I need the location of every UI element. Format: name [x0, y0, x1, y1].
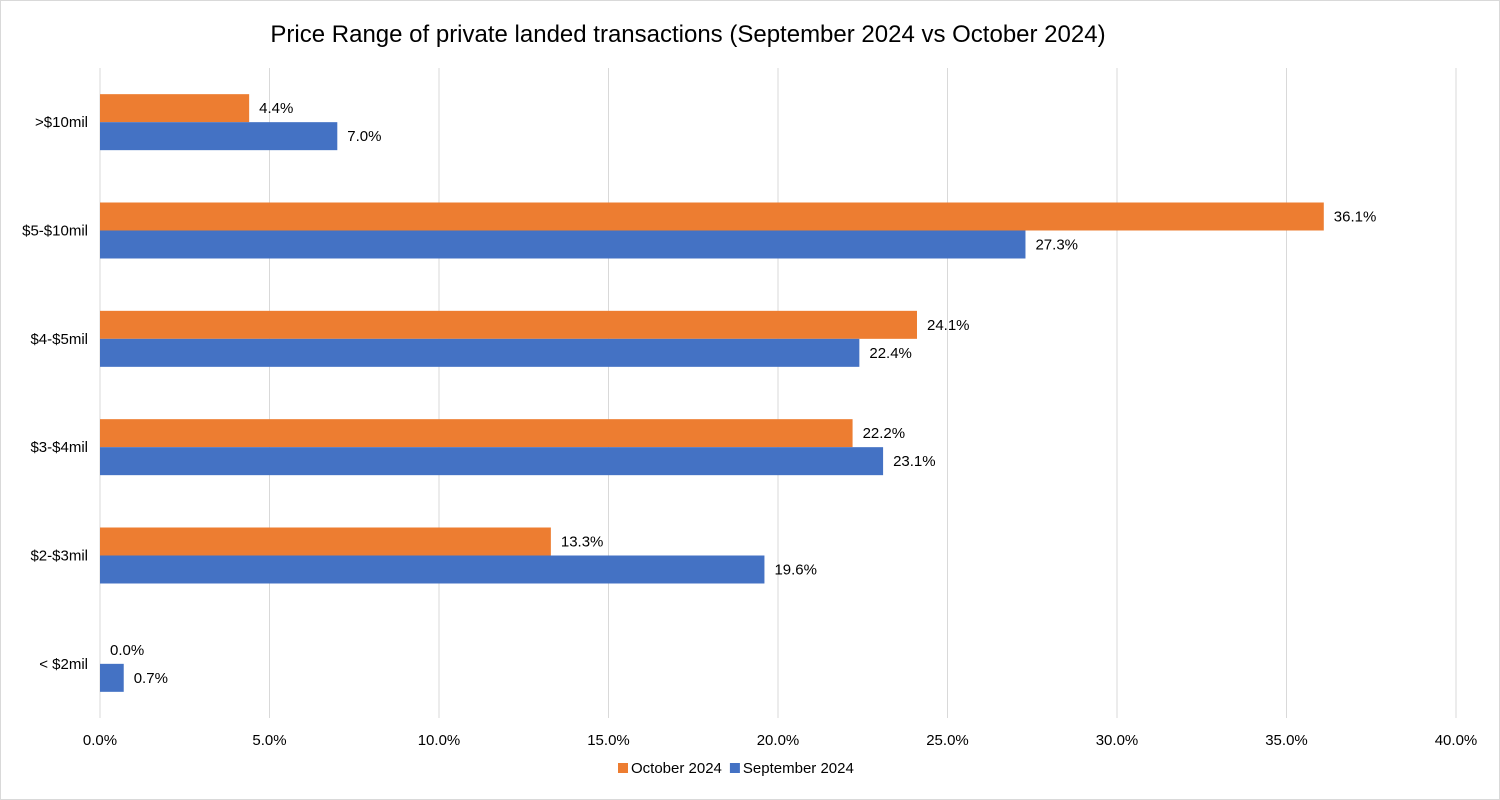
gridlines — [99, 68, 1457, 718]
data-label-october-1: 36.1% — [1334, 209, 1377, 226]
x-tick-label-2: 10.0% — [418, 732, 461, 749]
data-label-september-1: 27.3% — [1035, 237, 1078, 254]
category-label-3: $3-$4mil — [30, 439, 88, 456]
category-label-0: >$10mil — [35, 114, 88, 131]
legend: October 2024 September 2024 — [618, 760, 854, 777]
data-label-october-2: 24.1% — [927, 317, 970, 334]
bar-october-1 — [100, 202, 1324, 231]
category-label-2: $4-$5mil — [30, 331, 88, 348]
x-tick-label-8: 40.0% — [1435, 732, 1478, 749]
bar-september-3 — [100, 447, 884, 476]
data-label-october-4: 13.3% — [561, 534, 604, 551]
bar-september-1 — [100, 230, 1026, 259]
bar-september-0 — [100, 122, 338, 151]
data-label-october-3: 22.2% — [863, 425, 906, 442]
data-label-september-0: 7.0% — [347, 128, 381, 145]
bar-october-3 — [100, 419, 853, 448]
bars — [100, 94, 1324, 692]
legend-swatch-1 — [729, 763, 740, 773]
x-tick-label-3: 15.0% — [587, 732, 630, 749]
data-label-september-3: 23.1% — [893, 453, 936, 470]
data-labels: 4.4% 7.0% 36.1% 27.3% 24.1% 22.4% 22.2% 23.1% 13… — [110, 100, 1376, 687]
data-label-october-5: 0.0% — [110, 642, 144, 659]
x-tick-label-6: 30.0% — [1096, 732, 1139, 749]
category-label-1: $5-$10mil — [22, 223, 88, 240]
legend-label-1: September 2024 — [743, 760, 854, 777]
category-label-5: < $2mil — [39, 656, 88, 673]
category-labels: >$10mil $5-$10mil $4-$5mil $3-$4mil $2-$3mil… — [22, 114, 88, 673]
x-tick-label-7: 35.0% — [1265, 732, 1308, 749]
chart-title: Price Range of private landed transactio… — [270, 21, 1105, 48]
x-tick-label-5: 25.0% — [926, 732, 969, 749]
x-tick-labels: 0.0% 5.0% 10.0% 15.0% 20.0% 25.0% 30.0% 35.0% 40… — [83, 732, 1477, 749]
data-label-october-0: 4.4% — [259, 100, 293, 117]
data-label-september-5: 0.7% — [134, 670, 168, 687]
x-tick-label-4: 20.0% — [757, 732, 800, 749]
category-label-4: $2-$3mil — [30, 548, 88, 565]
data-label-september-2: 22.4% — [869, 345, 912, 362]
bar-september-5 — [100, 663, 124, 692]
x-tick-label-0: 0.0% — [83, 732, 117, 749]
legend-label-0: October 2024 — [631, 760, 722, 777]
bar-september-4 — [100, 555, 765, 584]
data-label-september-4: 19.6% — [774, 562, 817, 579]
bar-september-2 — [100, 338, 860, 367]
bar-october-4 — [100, 527, 551, 556]
bar-october-0 — [100, 94, 250, 123]
bar-october-2 — [100, 310, 917, 339]
x-tick-label-1: 5.0% — [252, 732, 286, 749]
legend-swatch-0 — [618, 763, 628, 773]
